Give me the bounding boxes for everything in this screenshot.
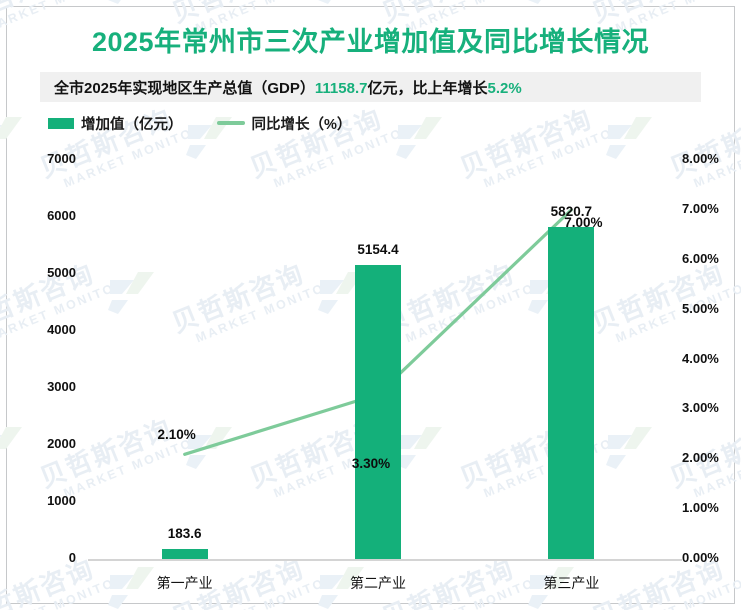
y-axis-tick-left: 0 (68, 550, 76, 565)
y-axis-tick-right: 2.00% (682, 450, 719, 466)
subtitle-band: 全市2025年实现地区生产总值（GDP）11158.7亿元，比上年增长5.2% (40, 72, 701, 102)
y-axis-tick-right: 4.00% (682, 350, 719, 366)
bar-value-label: 183.6 (167, 525, 202, 541)
x-axis-baseline (88, 559, 682, 561)
subtitle-middle: 亿元，比上年增长 (367, 79, 488, 97)
legend-label-line: 同比增长（%） (251, 116, 352, 133)
y-axis-tick-left: 1000 (47, 493, 76, 508)
line-value-label: 3.30% (351, 456, 391, 472)
y-axis-tick-right: 3.00% (682, 400, 719, 416)
subtitle-gdp-value: 11158.7 (314, 79, 368, 97)
y-axis-tick-right: 5.00% (682, 300, 719, 316)
y-axis-tick-right: 8.00% (682, 151, 719, 166)
y-axis-tick-right: 0.00% (682, 550, 719, 565)
legend-bar-swatch-icon (48, 117, 74, 129)
subtitle-text: 全市2025年实现地区生产总值（GDP）11158.7亿元，比上年增长5.2% (40, 77, 522, 98)
subtitle-growth-value: 5.2% (487, 79, 522, 97)
chart-legend: 增加值（亿元） 同比增长（%） (48, 112, 351, 134)
x-axis-category-label: 第一产业 (156, 575, 213, 591)
subtitle-prefix: 全市2025年实现地区生产总值（GDP） (54, 79, 315, 97)
y-axis-tick-left: 3000 (47, 379, 76, 394)
legend-item-bar[interactable]: 增加值（亿元） (48, 113, 183, 134)
line-value-label: 2.10% (157, 427, 196, 443)
legend-line-swatch-icon (216, 121, 245, 125)
y-axis-tick-left: 7000 (47, 151, 76, 166)
bar-1[interactable] (161, 548, 208, 559)
y-axis-tick-right: 6.00% (682, 250, 719, 266)
bar-value-label: 5154.4 (357, 242, 399, 258)
y-axis-tick-left: 2000 (47, 436, 76, 451)
y-axis-tick-left: 6000 (47, 208, 76, 223)
x-axis-category-label: 第三产业 (543, 575, 600, 591)
bar-3[interactable] (548, 227, 595, 559)
y-axis-tick-right: 7.00% (682, 200, 719, 216)
legend-item-line[interactable]: 同比增长（%） (216, 113, 352, 134)
y-axis-tick-left: 4000 (47, 322, 76, 337)
page-title: 2025年常州市三次产业增加值及同比增长情况 (91, 27, 650, 57)
x-axis-category-label: 第二产业 (350, 575, 406, 591)
legend-label-bar: 增加值（亿元） (81, 116, 183, 133)
y-axis-tick-left: 5000 (47, 265, 76, 280)
bar-2[interactable] (355, 265, 401, 559)
bar-value-label: 5820.7 (550, 204, 592, 220)
y-axis-tick-right: 1.00% (682, 500, 719, 516)
line-value-label: 7.00% (564, 214, 603, 230)
